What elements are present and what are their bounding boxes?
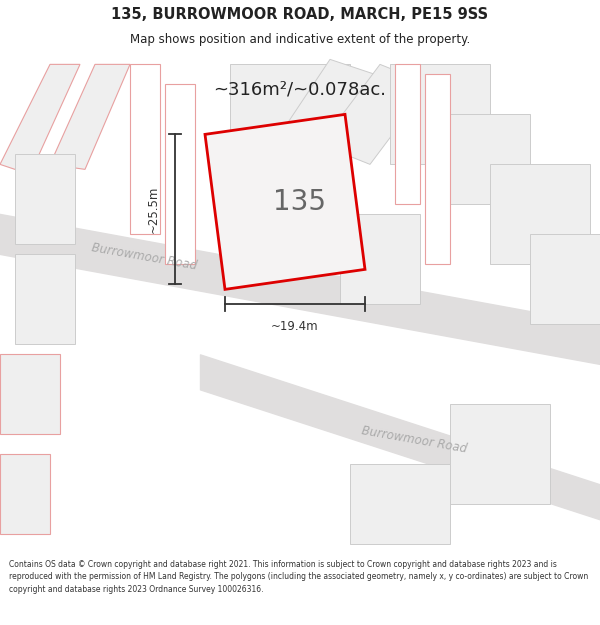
- Polygon shape: [205, 114, 365, 289]
- Polygon shape: [0, 64, 80, 174]
- Text: Burrowmoor Road: Burrowmoor Road: [90, 241, 197, 272]
- Polygon shape: [165, 84, 195, 264]
- Text: Contains OS data © Crown copyright and database right 2021. This information is : Contains OS data © Crown copyright and d…: [9, 559, 588, 594]
- Polygon shape: [0, 454, 50, 534]
- Polygon shape: [15, 154, 75, 244]
- Polygon shape: [255, 159, 340, 194]
- Text: 135: 135: [274, 188, 326, 216]
- Text: ~316m²/~0.078ac.: ~316m²/~0.078ac.: [214, 81, 386, 98]
- Polygon shape: [430, 114, 530, 204]
- Polygon shape: [320, 64, 430, 164]
- Polygon shape: [130, 64, 160, 234]
- Polygon shape: [350, 464, 450, 544]
- Polygon shape: [270, 59, 390, 169]
- Polygon shape: [340, 214, 420, 304]
- Text: ~25.5m: ~25.5m: [146, 186, 160, 233]
- Text: Map shows position and indicative extent of the property.: Map shows position and indicative extent…: [130, 34, 470, 46]
- Polygon shape: [395, 64, 420, 204]
- Text: Burrowmoor Road: Burrowmoor Road: [360, 424, 467, 455]
- Polygon shape: [390, 64, 490, 164]
- Polygon shape: [230, 64, 350, 154]
- Polygon shape: [425, 74, 450, 264]
- Polygon shape: [450, 404, 550, 504]
- Polygon shape: [0, 354, 60, 434]
- Polygon shape: [15, 254, 75, 344]
- Polygon shape: [490, 164, 590, 264]
- Text: ~19.4m: ~19.4m: [271, 320, 319, 333]
- Text: 135, BURROWMOOR ROAD, MARCH, PE15 9SS: 135, BURROWMOOR ROAD, MARCH, PE15 9SS: [112, 7, 488, 22]
- Polygon shape: [50, 64, 130, 169]
- Polygon shape: [530, 234, 600, 324]
